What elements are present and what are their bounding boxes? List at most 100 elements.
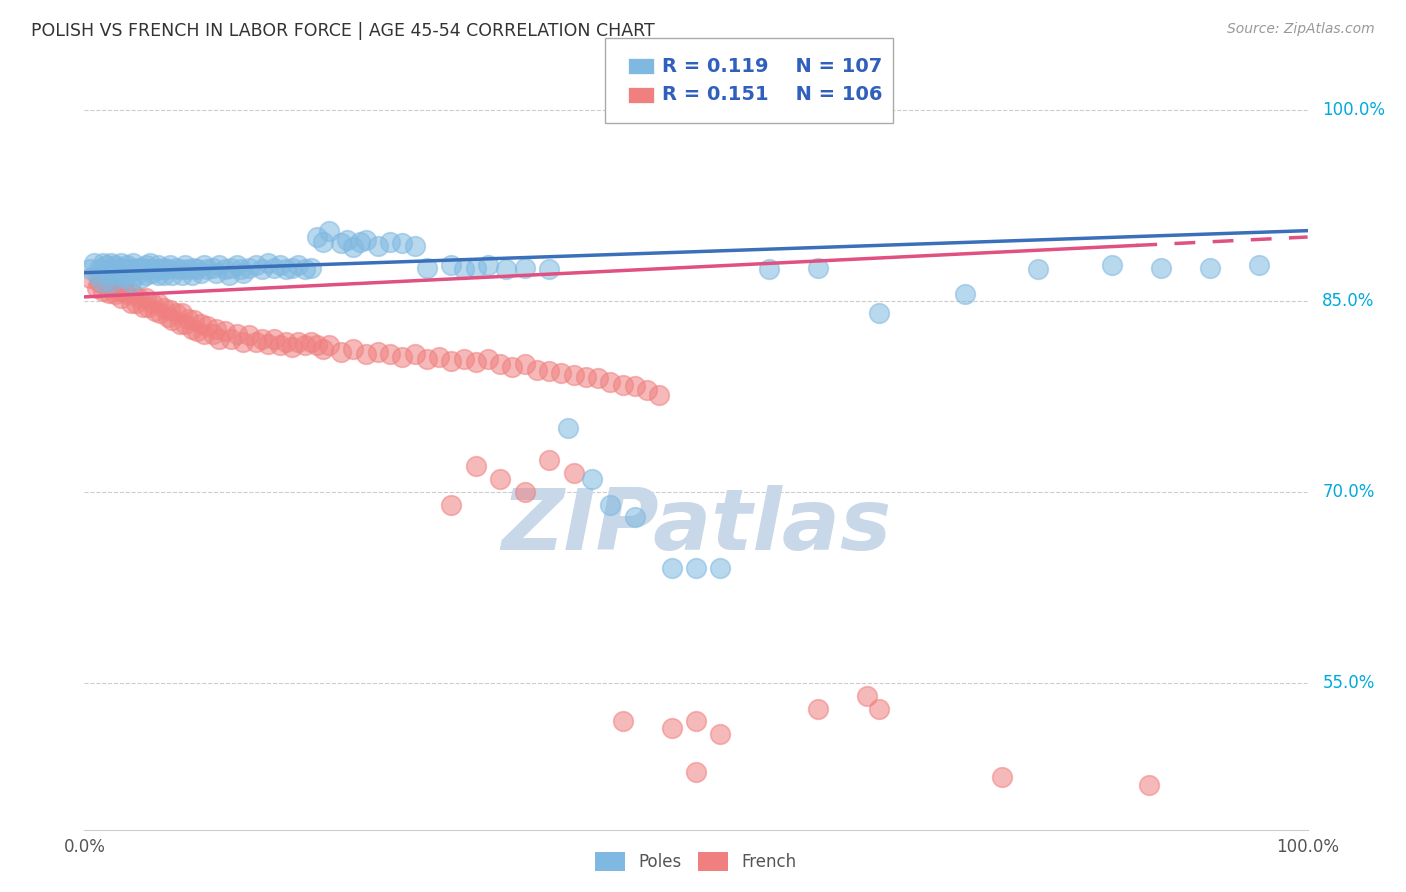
Point <box>135 258 157 272</box>
Point <box>159 302 181 317</box>
Point <box>263 260 285 275</box>
Point <box>599 498 621 512</box>
Point <box>146 258 169 272</box>
Point <box>169 317 191 331</box>
Point <box>232 334 254 349</box>
Point <box>153 301 176 316</box>
Point <box>1150 260 1173 275</box>
Point <box>165 260 187 275</box>
Point <box>86 281 108 295</box>
Point <box>156 261 179 276</box>
Point <box>404 239 426 253</box>
Point <box>330 344 353 359</box>
Point <box>122 255 145 269</box>
Point <box>453 352 475 367</box>
Point <box>342 342 364 356</box>
Point <box>440 353 463 368</box>
Point <box>869 306 891 320</box>
Point <box>201 260 224 275</box>
Point <box>464 260 486 275</box>
Point <box>115 268 138 283</box>
Point <box>1198 260 1220 275</box>
Point <box>685 714 707 729</box>
Point <box>181 268 204 283</box>
Point <box>153 260 176 275</box>
Point <box>195 261 218 276</box>
Point <box>136 261 159 276</box>
Point <box>1101 258 1123 272</box>
Point <box>330 236 353 251</box>
Point <box>229 261 252 276</box>
Point <box>495 261 517 276</box>
Point <box>120 296 142 310</box>
Point <box>128 291 150 305</box>
Text: POLISH VS FRENCH IN LABOR FORCE | AGE 45-54 CORRELATION CHART: POLISH VS FRENCH IN LABOR FORCE | AGE 45… <box>31 22 655 40</box>
Point <box>489 472 512 486</box>
Point <box>624 510 647 524</box>
Point <box>208 332 231 346</box>
Point <box>132 260 155 275</box>
Point <box>294 338 316 352</box>
Point <box>276 261 298 276</box>
Point <box>214 324 236 338</box>
Point <box>173 258 195 272</box>
Point <box>156 310 179 325</box>
Point <box>193 326 215 341</box>
Text: 70.0%: 70.0% <box>1322 483 1375 501</box>
Point <box>250 332 273 346</box>
Point <box>162 268 184 283</box>
Point <box>173 317 195 331</box>
Point <box>257 337 280 351</box>
Point <box>269 338 291 352</box>
Point <box>135 268 157 283</box>
Point <box>91 275 114 289</box>
Point <box>183 313 205 327</box>
Point <box>149 306 172 320</box>
Point <box>79 261 101 276</box>
Point <box>201 326 224 341</box>
Point <box>305 338 328 352</box>
Point <box>214 261 236 276</box>
Point <box>336 233 359 247</box>
Point <box>87 275 110 289</box>
Point <box>758 261 780 276</box>
Point <box>1247 258 1270 272</box>
Point <box>141 266 163 280</box>
Point <box>312 342 335 356</box>
Point <box>104 258 127 272</box>
Point <box>562 368 585 382</box>
Point <box>807 701 830 715</box>
Point <box>86 268 108 283</box>
Point <box>612 377 634 392</box>
Point <box>165 306 187 320</box>
Point <box>172 306 194 320</box>
Point <box>299 334 322 349</box>
Point <box>257 255 280 269</box>
Point <box>141 296 163 310</box>
Point <box>136 300 159 314</box>
Point <box>354 233 377 247</box>
Point <box>87 261 110 276</box>
Point <box>100 278 122 293</box>
Point <box>263 332 285 346</box>
Point <box>477 352 499 367</box>
Point <box>100 275 122 289</box>
Point <box>135 291 157 305</box>
Point <box>440 258 463 272</box>
Point <box>1137 778 1160 792</box>
Point <box>513 484 536 499</box>
Point <box>661 561 683 575</box>
Point <box>380 235 402 249</box>
Point <box>624 379 647 393</box>
Point <box>287 258 309 272</box>
Point <box>96 278 118 293</box>
Point <box>440 498 463 512</box>
Point <box>538 364 561 378</box>
Point <box>218 268 240 283</box>
Point <box>299 260 322 275</box>
Point <box>190 317 212 331</box>
Point <box>276 334 298 349</box>
Point <box>110 266 132 280</box>
Point <box>464 355 486 369</box>
Point <box>526 362 548 376</box>
